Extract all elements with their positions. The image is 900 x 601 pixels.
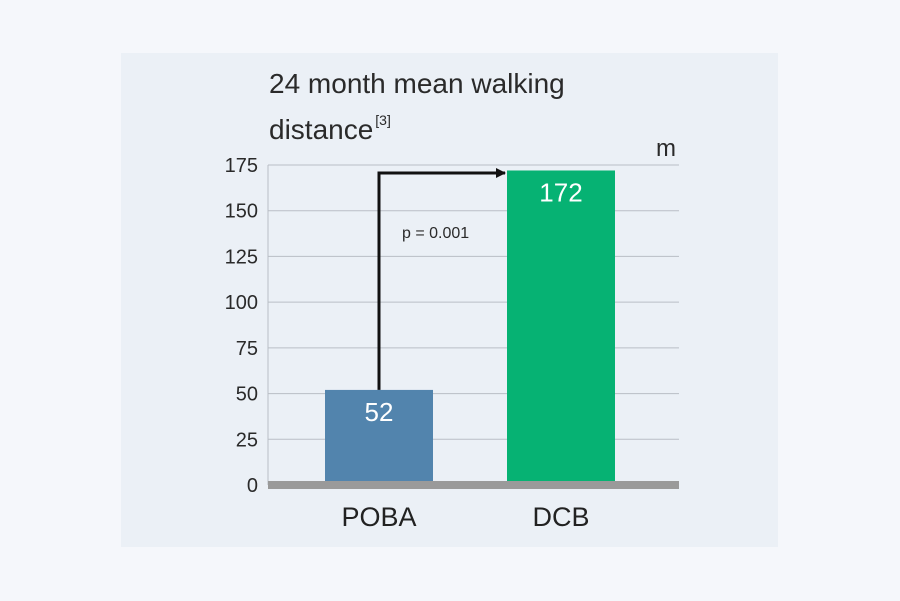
y-tick-label: 0: [247, 475, 258, 497]
y-tick-label: 50: [236, 384, 258, 406]
bar-poba: [325, 389, 433, 482]
x-axis-labels: POBA DCB: [341, 502, 589, 532]
y-tick-label: 125: [225, 246, 258, 268]
bar-dcb: [507, 170, 615, 482]
y-tick-label: 150: [225, 201, 258, 223]
category-label: DCB: [532, 502, 589, 532]
chart-panel: [121, 53, 778, 547]
p-value-annotation: p = 0.001: [402, 225, 469, 242]
y-tick-label: 100: [225, 292, 258, 314]
category-label: POBA: [341, 502, 416, 532]
reference-marker: [3]: [375, 112, 391, 128]
value-labels: 52 172: [365, 177, 583, 426]
bars: [325, 170, 615, 482]
chart-title: 24 month mean walking distance [3]: [269, 66, 565, 148]
chart-title-line2: distance: [269, 114, 374, 145]
value-label: 172: [539, 177, 582, 207]
chart-title-line1: 24 month mean walking: [269, 68, 565, 99]
unit-label: m: [656, 135, 676, 162]
x-axis-baseline: [268, 481, 679, 489]
y-tick-label: 175: [225, 155, 258, 177]
y-tick-label: 75: [236, 338, 258, 360]
y-axis-ticks: 0 25 50 75 100 125 150 175: [225, 155, 258, 497]
y-tick-label: 25: [236, 429, 258, 451]
value-label: 52: [365, 397, 394, 427]
comparison-arrow: [377, 168, 506, 390]
